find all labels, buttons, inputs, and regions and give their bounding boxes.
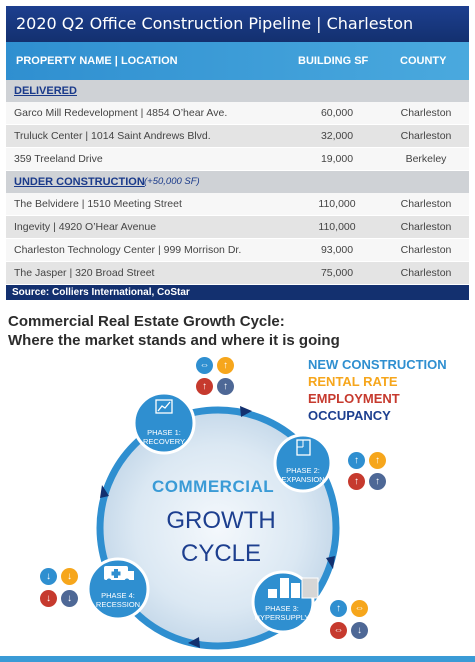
cell-property: 359 Treeland Drive	[14, 153, 103, 165]
cell-county: Charleston	[400, 130, 452, 142]
phase-4-line1: PHASE 4:	[101, 591, 135, 600]
arrow-head	[188, 637, 200, 648]
up-icon: ↑	[217, 378, 234, 395]
table-row: Ingevity | 4920 O’Hear Avenue 110,000 Ch…	[6, 216, 469, 239]
phase-1-line2: RECOVERY	[143, 437, 185, 446]
arrow-head	[326, 556, 335, 569]
ambulance-icon	[104, 566, 134, 584]
section-label-delivered: DELIVERED	[14, 85, 77, 97]
section-note: (+50,000 SF)	[144, 176, 200, 187]
swap-icon: ⇔	[196, 357, 213, 374]
legend-occupancy: OCCUPANCY	[308, 408, 391, 423]
center-growth: GROWTH	[166, 507, 276, 534]
swap-icon: ⇔	[351, 600, 368, 617]
phase-3-line2: HYPERSUPPLY	[254, 613, 310, 622]
down-icon: ↓	[61, 568, 78, 585]
cycle-title-line1: Commercial Real Estate Growth Cycle:	[8, 313, 285, 330]
cell-county: Charleston	[400, 198, 452, 210]
header-building-sf: BUILDING SF	[298, 55, 369, 67]
bottom-accent-bar	[0, 656, 475, 662]
up-icon: ↑	[348, 452, 365, 469]
up-icon: ↑	[369, 473, 386, 490]
table-body: DELIVERED Garco Mill Redevelopment | 485…	[6, 80, 469, 285]
cell-sf: 60,000	[320, 107, 354, 119]
cell-property: The Jasper | 320 Broad Street	[14, 267, 155, 279]
growth-cycle-diagram	[86, 391, 340, 650]
table-source: Source: Colliers International, CoStar	[6, 285, 469, 300]
phase-1-label: PHASE 1: RECOVERY	[140, 428, 188, 446]
phase-3-line1: PHASE 3:	[265, 604, 299, 613]
cycle-title-line2: Where the market stands and where it is …	[8, 332, 340, 349]
phase-2-label: PHASE 2: EXPANSION	[279, 466, 327, 484]
cell-county: Charleston	[400, 221, 452, 233]
buildings-icon	[268, 577, 319, 599]
arrow-head	[100, 485, 109, 498]
section-under-construction: UNDER CONSTRUCTION (+50,000 SF)	[6, 171, 469, 193]
up-icon: ↑	[330, 600, 347, 617]
cell-sf: 75,000	[320, 267, 354, 279]
phase-4-line2: RECESSION	[95, 600, 141, 609]
table-row: 359 Treeland Drive 19,000 Berkeley	[6, 148, 469, 171]
phase-2-line1: PHASE 2:	[286, 466, 320, 475]
cell-sf: 93,000	[320, 244, 354, 256]
phase-2-line2: EXPANSION	[281, 475, 325, 484]
cell-county: Berkeley	[405, 153, 447, 165]
phase-1-line1: PHASE 1:	[147, 428, 181, 437]
table-row: Garco Mill Redevelopment | 4854 O’hear A…	[6, 102, 469, 125]
table-row: The Jasper | 320 Broad Street 75,000 Cha…	[6, 262, 469, 285]
cell-sf: 110,000	[318, 198, 356, 210]
cycle-title: Commercial Real Estate Growth Cycle: Whe…	[8, 312, 340, 350]
down-icon: ↓	[61, 590, 78, 607]
chart-up-icon	[155, 399, 173, 414]
legend: NEW CONSTRUCTION RENTAL RATE EMPLOYMENT …	[308, 356, 447, 424]
up-icon: ↑	[369, 452, 386, 469]
table-title: 2020 Q2 Office Construction Pipeline | C…	[6, 6, 469, 42]
center-cycle: CYCLE	[180, 540, 262, 567]
phase-3-label: PHASE 3: HYPERSUPPLY	[252, 604, 312, 622]
table-row: Truluck Center | 1014 Saint Andrews Blvd…	[6, 125, 469, 148]
phase-1-circle	[132, 391, 196, 455]
legend-new-construction: NEW CONSTRUCTION	[308, 357, 447, 372]
section-label-under-construction: UNDER CONSTRUCTION	[14, 176, 145, 188]
table-row: Charleston Technology Center | 999 Morri…	[6, 239, 469, 262]
legend-employment: EMPLOYMENT	[308, 391, 400, 406]
table-row: The Belvidere | 1510 Meeting Street 110,…	[6, 193, 469, 216]
table-header-row: PROPERTY NAME | LOCATION BUILDING SF COU…	[6, 42, 469, 80]
cell-property: Garco Mill Redevelopment | 4854 O’hear A…	[14, 107, 228, 119]
phase-4-label: PHASE 4: RECESSION	[92, 591, 144, 609]
cell-property: The Belvidere | 1510 Meeting Street	[14, 198, 182, 210]
arrow-head	[240, 406, 252, 417]
blueprint-icon	[296, 439, 311, 456]
cell-sf: 19,000	[320, 153, 354, 165]
header-county: COUNTY	[400, 55, 447, 67]
cell-sf: 32,000	[320, 130, 354, 142]
cell-county: Charleston	[400, 107, 452, 119]
header-property: PROPERTY NAME | LOCATION	[16, 55, 178, 67]
cell-county: Charleston	[400, 267, 452, 279]
cell-property: Ingevity | 4920 O’Hear Avenue	[14, 221, 157, 233]
section-delivered: DELIVERED	[6, 80, 469, 102]
cell-county: Charleston	[400, 244, 452, 256]
down-icon: ↓	[40, 568, 57, 585]
phase-2-circle	[273, 433, 333, 493]
cell-property: Truluck Center | 1014 Saint Andrews Blvd…	[14, 130, 211, 142]
down-icon: ↓	[351, 622, 368, 639]
up-icon: ↑	[196, 378, 213, 395]
center-commercial: COMMERCIAL	[152, 477, 275, 496]
legend-rental-rate: RENTAL RATE	[308, 374, 398, 389]
up-icon: ↑	[217, 357, 234, 374]
swap-icon: ⇔	[330, 622, 347, 639]
down-icon: ↓	[40, 590, 57, 607]
cell-sf: 110,000	[318, 221, 356, 233]
up-icon: ↑	[348, 473, 365, 490]
cell-property: Charleston Technology Center | 999 Morri…	[14, 244, 242, 256]
